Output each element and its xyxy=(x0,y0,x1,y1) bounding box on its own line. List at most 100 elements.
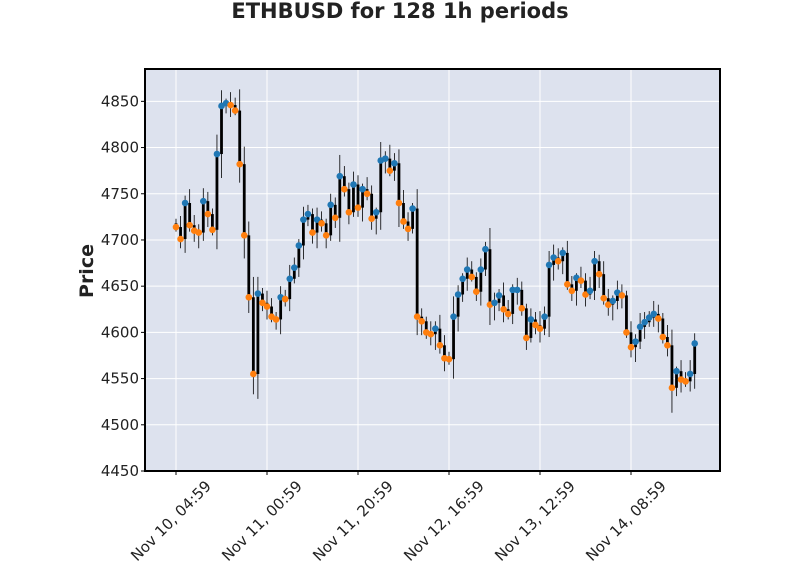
close-marker xyxy=(395,199,403,207)
close-marker xyxy=(404,225,412,233)
close-marker xyxy=(436,342,444,349)
close-marker xyxy=(350,181,357,188)
close-marker xyxy=(491,299,498,307)
candle-body xyxy=(261,293,264,303)
close-marker xyxy=(254,290,262,297)
close-marker xyxy=(568,287,576,295)
candle-body xyxy=(497,295,501,303)
candle-body xyxy=(206,201,210,215)
y-tick-label: 4800 xyxy=(101,139,139,157)
candle-body xyxy=(393,163,396,171)
close-marker xyxy=(482,245,489,253)
close-marker xyxy=(468,273,476,281)
x-tick-label: Nov 11, 20:59 xyxy=(309,477,397,565)
close-marker xyxy=(541,313,548,320)
candle-body xyxy=(456,294,460,317)
close-marker xyxy=(195,229,203,236)
close-marker xyxy=(577,277,585,284)
x-tick-label: Nov 13, 12:59 xyxy=(491,477,579,565)
close-marker xyxy=(368,215,375,223)
candle-body xyxy=(547,264,551,317)
y-tick-label: 4550 xyxy=(101,370,139,388)
close-marker xyxy=(204,210,212,218)
close-marker xyxy=(600,294,607,302)
candle-body xyxy=(438,328,442,346)
y-axis-label: Price xyxy=(76,244,98,298)
close-marker xyxy=(609,297,617,305)
x-tick-label: Nov 12, 16:59 xyxy=(400,477,488,565)
candle-body xyxy=(411,208,414,229)
candle-body xyxy=(520,289,524,309)
close-marker xyxy=(413,313,421,320)
close-marker xyxy=(627,343,635,351)
candle-body xyxy=(688,373,692,382)
candle-body xyxy=(424,321,428,333)
grid-lines xyxy=(145,69,720,472)
y-tick-label: 4600 xyxy=(101,323,139,341)
close-marker xyxy=(500,305,507,313)
candle-body xyxy=(333,204,337,218)
close-marker xyxy=(304,210,312,218)
close-marker xyxy=(632,338,639,345)
candle-body xyxy=(565,252,569,285)
candle-body xyxy=(297,245,301,268)
close-marker xyxy=(595,270,603,278)
candle-body xyxy=(324,223,328,236)
candle-body xyxy=(470,269,474,277)
candle-body xyxy=(201,201,205,233)
close-marker xyxy=(372,208,380,216)
close-marker xyxy=(459,275,466,283)
close-marker xyxy=(181,199,189,207)
close-marker xyxy=(291,264,298,271)
candle-body xyxy=(638,326,642,342)
candle-body xyxy=(615,292,619,301)
close-marker xyxy=(582,291,589,298)
close-marker xyxy=(345,208,353,216)
close-marker xyxy=(559,249,567,257)
close-marker xyxy=(331,214,339,222)
candle-body xyxy=(279,297,283,320)
candle-body xyxy=(242,164,246,236)
close-marker xyxy=(650,310,658,318)
candle-body xyxy=(397,163,401,203)
close-marker xyxy=(245,293,253,301)
close-marker xyxy=(286,275,294,283)
close-marker xyxy=(691,340,698,347)
y-tick-label: 4450 xyxy=(101,462,139,480)
y-tick-label: 4850 xyxy=(101,92,139,110)
candle-body xyxy=(465,269,469,279)
candle-body xyxy=(679,371,683,380)
close-marker xyxy=(240,232,248,239)
candle-body xyxy=(370,193,374,219)
candle-body xyxy=(338,176,342,218)
candle-body xyxy=(402,203,405,222)
candle-body xyxy=(352,184,355,213)
close-marker xyxy=(259,299,266,307)
candle-body xyxy=(220,105,223,155)
close-marker xyxy=(655,315,662,322)
candle-body xyxy=(479,269,483,292)
close-marker xyxy=(645,314,653,321)
close-marker xyxy=(341,185,348,193)
candle-body xyxy=(575,277,578,291)
x-tick-label: Nov 10, 04:59 xyxy=(127,477,215,565)
candle-body xyxy=(288,278,292,300)
candle-body xyxy=(524,308,528,338)
candle-body xyxy=(342,176,346,190)
close-marker xyxy=(545,261,553,269)
x-axis-ticks: Nov 10, 04:59 Nov 11, 00:59 Nov 11, 20:59 N… xyxy=(127,471,670,565)
close-marker xyxy=(495,292,503,299)
close-marker xyxy=(186,221,193,229)
candle-body xyxy=(379,160,383,213)
candle-body xyxy=(511,289,515,314)
close-marker xyxy=(664,342,671,349)
close-marker xyxy=(682,378,689,385)
close-marker xyxy=(550,254,557,261)
candle-body xyxy=(361,189,364,208)
candle-body xyxy=(247,235,251,298)
close-marker xyxy=(513,286,521,294)
x-tick-label: Nov 11, 00:59 xyxy=(218,477,306,565)
candle-body xyxy=(256,293,260,374)
